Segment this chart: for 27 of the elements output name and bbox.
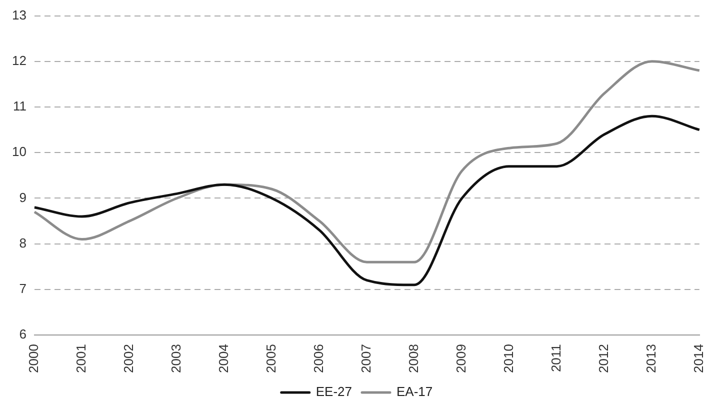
x-tick-label: 2000 [26, 344, 42, 373]
legend-label: EA-17 [396, 384, 433, 400]
legend-label: EE-27 [316, 384, 352, 400]
y-tick-label: 6 [19, 326, 26, 342]
x-tick-label: 2003 [168, 344, 184, 373]
x-tick-label: 2009 [454, 344, 468, 373]
x-tick-label: 2012 [596, 344, 611, 373]
y-tick-label: 12 [12, 52, 26, 68]
x-tick-label: 2011 [548, 344, 564, 372]
y-tick-label: 10 [12, 144, 26, 160]
x-tick-label: 2006 [311, 344, 326, 373]
line-series [33, 114, 701, 286]
y-tick-label: 7 [19, 281, 26, 296]
x-tick-label: 2002 [121, 344, 136, 373]
y-tick-label: 11 [12, 98, 26, 114]
x-tick-label: 2007 [358, 344, 374, 373]
x-tick-label: 2014 [690, 344, 706, 373]
x-tick-label: 2010 [500, 344, 516, 373]
y-tick-label: 8 [19, 235, 26, 250]
line-series [33, 60, 701, 264]
x-tick-label: 2001 [74, 344, 89, 373]
x-tick-label: 2008 [406, 344, 422, 373]
x-tick-label: 2013 [643, 344, 658, 373]
y-tick-label: 9 [19, 190, 26, 205]
x-tick-label: 2005 [264, 344, 279, 373]
x-tick-label: 2004 [216, 344, 232, 373]
y-tick-label: 13 [12, 7, 26, 22]
